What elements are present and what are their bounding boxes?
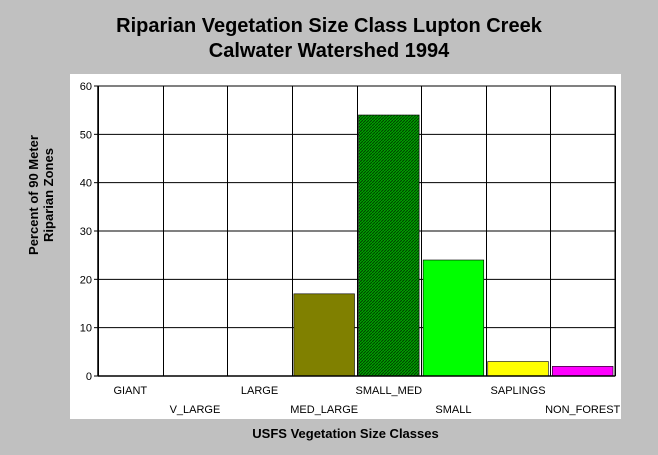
x-tick-label-saplings: SAPLINGS — [491, 385, 546, 397]
chart-title-line-1: Riparian Vegetation Size Class Lupton Cr… — [116, 15, 542, 37]
x-tick-label-med-large: MED_LARGE — [290, 404, 358, 416]
x-ticks: GIANT V_LARGE LARGE MED_LARGE SMALL_MED SMALL… — [114, 385, 621, 416]
bar-non-forest — [552, 366, 614, 377]
y-tick-label-50: 50 — [80, 129, 92, 141]
y-tick-label-40: 40 — [80, 178, 92, 190]
bars — [293, 114, 614, 377]
bar-small — [422, 259, 485, 377]
bar-saplings — [487, 361, 549, 377]
x-axis-label: USFS Vegetation Size Classes — [252, 426, 439, 441]
x-tick-label-large: LARGE — [241, 385, 278, 397]
x-tick-label-small-med: SMALL_MED — [355, 385, 422, 397]
bar-med-large — [293, 293, 355, 377]
x-tick-label-giant: GIANT — [114, 385, 148, 397]
bar-small-med — [358, 114, 420, 377]
y-tick-label-20: 20 — [80, 274, 92, 286]
y-tick-label-60: 60 — [80, 81, 92, 93]
x-tick-label-v-large: V_LARGE — [170, 404, 221, 416]
chart-title-line-2: Calwater Watershed 1994 — [208, 40, 450, 62]
y-ticks: 0 10 20 30 40 50 60 — [80, 81, 98, 383]
y-tick-label-0: 0 — [86, 371, 92, 383]
y-tick-label-10: 10 — [80, 323, 92, 335]
y-tick-label-30: 30 — [80, 226, 92, 238]
x-tick-label-small: SMALL — [435, 404, 471, 416]
chart-title: Riparian Vegetation Size Class Lupton Cr… — [0, 14, 658, 64]
x-tick-label-non-forest: NON_FOREST — [545, 404, 620, 416]
